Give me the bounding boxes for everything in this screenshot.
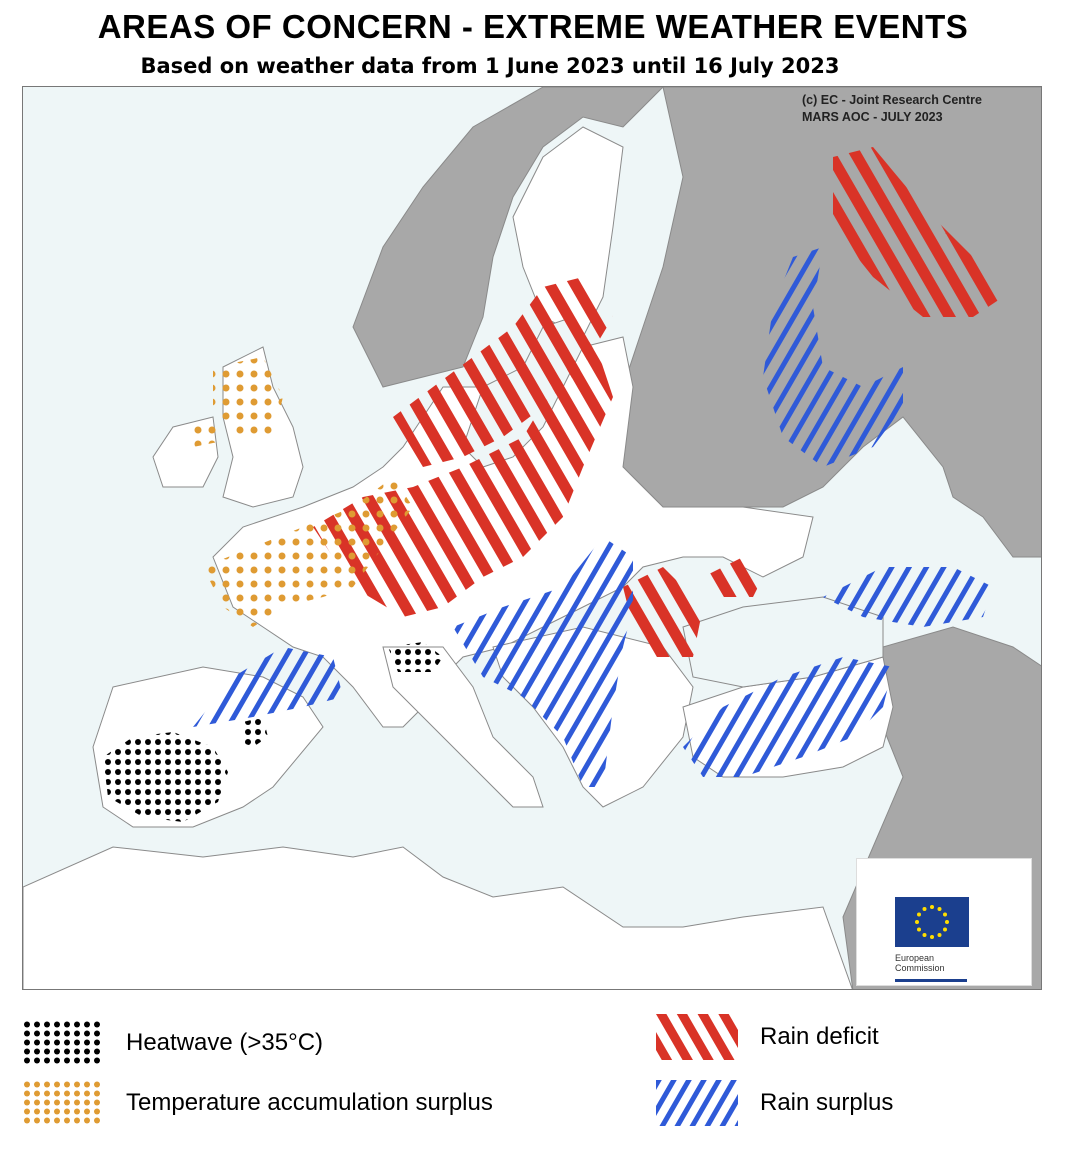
eu-logo-text: European Commission: [895, 953, 945, 973]
land-italy: [382, 646, 544, 808]
rain-surplus-caucasus: [823, 567, 993, 627]
rain-deficit-moldova: [703, 557, 763, 597]
eu-logo-bar: [895, 979, 967, 982]
temp-surplus-uk: [213, 357, 283, 437]
legend-heatwave-label: Heatwave (>35°C): [126, 1029, 324, 1056]
rain-deficit-northeast: [833, 147, 1003, 317]
rain-surplus-turkey: [683, 657, 893, 777]
rain-deficit-scandinavia: [393, 277, 613, 467]
map-title: AREAS OF CONCERN - EXTREME WEATHER EVENT…: [97, 8, 969, 45]
europe-map: [23, 87, 1041, 989]
credit-line-2: MARS AOC - JULY 2023: [802, 110, 943, 124]
eu-logo-line-1: European: [895, 953, 935, 963]
orange-dots-icon: [22, 1080, 104, 1126]
legend-temp-surplus: Temperature accumulation surplus: [22, 1080, 493, 1126]
temp-surplus-ireland: [188, 422, 218, 447]
rain-surplus-spain: [193, 647, 343, 727]
land-east: [622, 87, 1041, 558]
eu-logo-line-2: Commission: [895, 963, 945, 973]
land-norway: [352, 87, 664, 388]
heatwave-spain: [103, 732, 228, 822]
eu-flag-icon: [895, 897, 969, 947]
legend-rain-surplus-label: Rain surplus: [760, 1089, 894, 1116]
map-frame[interactable]: [22, 86, 1042, 990]
heatwave-italy: [388, 642, 443, 672]
rain-surplus-russia: [763, 247, 903, 467]
legend-temp-surplus-label: Temperature accumulation surplus: [126, 1089, 493, 1116]
credit-line-1: (c) EC - Joint Research Centre: [802, 93, 982, 107]
land-north-africa: [23, 846, 853, 989]
rain-deficit-central: [313, 337, 613, 617]
red-hatch-icon: [656, 1014, 738, 1060]
legend-heatwave: Heatwave (>35°C): [22, 1020, 323, 1066]
map-subtitle: Based on weather data from 1 June 2023 u…: [140, 54, 840, 78]
black-dots-icon: [22, 1020, 104, 1066]
legend-rain-deficit: Rain deficit: [656, 1014, 879, 1060]
credit-block: (c) EC - Joint Research Centre MARS AOC …: [802, 92, 982, 126]
eu-commission-logo: European Commission: [856, 858, 1032, 986]
rain-deficit-romania: [623, 567, 703, 657]
legend-rain-deficit-label: Rain deficit: [760, 1023, 879, 1050]
rain-surplus-balkans: [453, 537, 633, 787]
blue-hatch-icon: [656, 1080, 738, 1126]
heatwave-spain-east: [241, 717, 268, 747]
legend-rain-surplus: Rain surplus: [656, 1080, 893, 1126]
temp-surplus-france: [203, 477, 413, 627]
